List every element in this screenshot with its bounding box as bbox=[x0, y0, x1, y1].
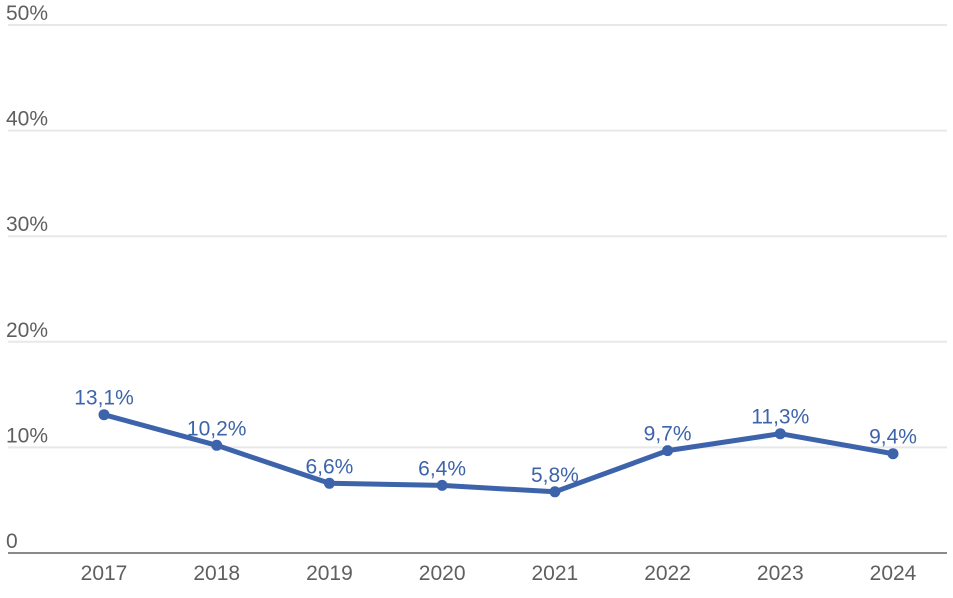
x-tick-label-2023: 2023 bbox=[757, 562, 804, 585]
data-point-2023[interactable] bbox=[774, 428, 786, 440]
series-line bbox=[101, 412, 896, 495]
x-tick-label-2021: 2021 bbox=[531, 562, 578, 585]
x-tick-label-2017: 2017 bbox=[81, 562, 128, 585]
data-point-2021[interactable] bbox=[549, 486, 561, 498]
y-tick-label-50: 50% bbox=[6, 2, 48, 25]
data-label-2017: 13,1% bbox=[74, 387, 134, 410]
x-tick-label-2019: 2019 bbox=[306, 562, 353, 585]
data-label-2019: 6,6% bbox=[305, 455, 353, 478]
x-tick-label-2022: 2022 bbox=[644, 562, 691, 585]
data-label-2024: 9,4% bbox=[869, 426, 917, 449]
x-tick-label-2018: 2018 bbox=[193, 562, 240, 585]
data-point-2017[interactable] bbox=[98, 409, 110, 421]
y-tick-label-20: 20% bbox=[6, 319, 48, 342]
data-label-2022: 9,7% bbox=[644, 423, 692, 446]
data-point-2020[interactable] bbox=[436, 479, 448, 491]
data-point-2019[interactable] bbox=[323, 477, 335, 489]
y-tick-label-0: 0 bbox=[6, 530, 18, 553]
data-point-2022[interactable] bbox=[662, 445, 674, 457]
data-point-2024[interactable] bbox=[887, 448, 899, 460]
data-label-2018: 10,2% bbox=[187, 417, 247, 440]
y-tick-label-40: 40% bbox=[6, 108, 48, 131]
data-label-2023: 11,3% bbox=[751, 406, 809, 429]
data-label-2020: 6,4% bbox=[418, 457, 466, 480]
data-point-2018[interactable] bbox=[211, 439, 223, 451]
y-tick-label-10: 10% bbox=[6, 424, 48, 447]
x-tick-label-2020: 2020 bbox=[419, 562, 466, 585]
data-label-2021: 5,8% bbox=[531, 464, 579, 487]
x-tick-label-2024: 2024 bbox=[870, 562, 917, 585]
y-tick-label-30: 30% bbox=[6, 213, 48, 236]
